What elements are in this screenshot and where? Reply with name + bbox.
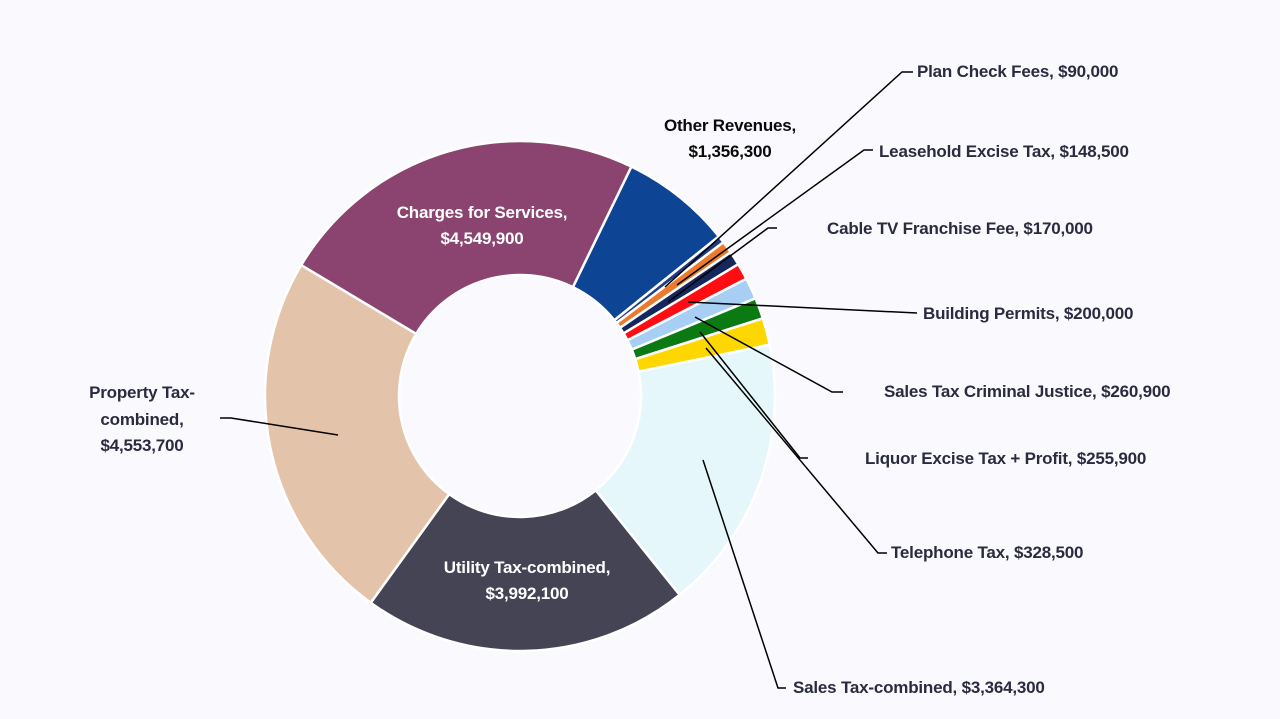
leader-line-sales-tax-cj: [694, 316, 843, 393]
leader-lines: [220, 71, 918, 689]
label-cable-tv-franchise-fee: Cable TV Franchise Fee, $170,000: [827, 219, 1093, 238]
donut-slices: [263, 139, 777, 653]
label-value: $3,992,100: [485, 584, 569, 603]
label-liquor-excise-tax: Liquor Excise Tax + Profit, $255,900: [865, 449, 1147, 468]
label-other-revenues: Other Revenues, $1,356,300: [620, 113, 840, 165]
label-value: $4,549,900: [440, 229, 524, 248]
slice-property-tax-combined: [263, 263, 451, 605]
slice-utility-tax-combined: [368, 488, 682, 653]
label-building-permits: Building Permits, $200,000: [923, 304, 1134, 323]
leader-line-sales-tax: [702, 459, 786, 689]
label-value: $1,356,300: [688, 142, 772, 161]
label-sales-tax-combined: Sales Tax-combined, $3,364,300: [793, 678, 1045, 697]
label-line: combined,: [100, 409, 184, 429]
leader-line-telephone: [705, 347, 887, 554]
leader-line-leasehold: [676, 149, 873, 286]
label-value: $4,553,700: [100, 436, 184, 455]
leader-line-property-tax: [220, 417, 339, 436]
leader-line-cable-tv: [667, 227, 777, 303]
label-leasehold-excise-tax: Leasehold Excise Tax, $148,500: [879, 142, 1129, 161]
label-line: Property Tax-: [89, 383, 195, 402]
leader-line-liquor: [699, 331, 808, 459]
label-line: Utility Tax-combined,: [443, 558, 611, 577]
label-sales-tax-criminal-justice: Sales Tax Criminal Justice, $260,900: [884, 382, 1171, 401]
label-line: Charges for Services,: [396, 203, 568, 222]
label-plan-check-fees: Plan Check Fees, $90,000: [917, 62, 1119, 81]
label-charges-for-services: Charges for Services, $4,549,900: [362, 200, 602, 252]
leader-line-building-permits: [687, 301, 918, 314]
leader-line-plan-check: [664, 71, 913, 288]
label-line: Other Revenues,: [663, 116, 797, 135]
label-telephone-tax: Telephone Tax, $328,500: [891, 543, 1084, 562]
label-utility-tax: Utility Tax-combined, $3,992,100: [407, 555, 647, 607]
label-property-tax: Property Tax- combined, $4,553,700: [42, 380, 242, 460]
slice-sales-tax-combined: [593, 343, 777, 597]
slice-charges-for-services: [299, 139, 634, 336]
